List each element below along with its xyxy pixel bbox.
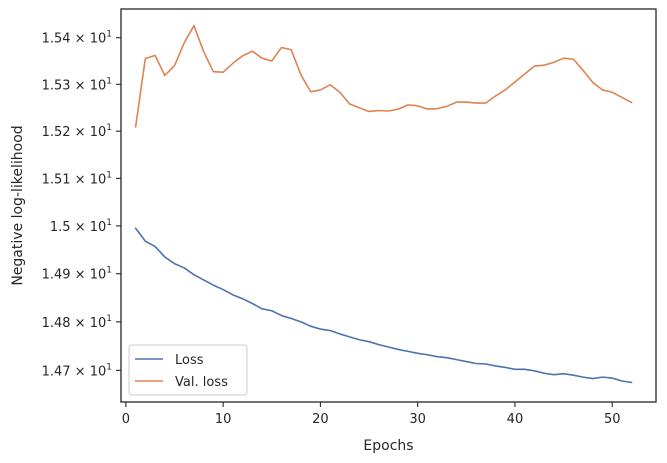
legend-label-val-loss: Val. loss bbox=[175, 375, 228, 390]
legend-label-loss: Loss bbox=[175, 353, 204, 368]
y-tick-label: 1.47 × 101 bbox=[42, 362, 112, 379]
y-tick-label: 1.54 × 101 bbox=[42, 30, 112, 47]
y-axis-ticks: 1.47 × 101 1.48 × 101 1.49 × 101 1.5 × 101 1… bbox=[42, 30, 121, 379]
x-tick-label: 20 bbox=[312, 412, 329, 427]
legend-box bbox=[128, 344, 248, 396]
x-tick-label: 50 bbox=[604, 412, 621, 427]
y-tick-label: 1.51 × 101 bbox=[42, 170, 112, 187]
legend: Loss Val. loss bbox=[128, 344, 248, 396]
y-axis-label: Negative log-likelihood bbox=[10, 125, 26, 285]
x-axis-label: Epochs bbox=[363, 438, 413, 454]
series-line-loss bbox=[134, 227, 633, 384]
y-tick-label: 1.49 × 101 bbox=[42, 266, 112, 283]
y-tick-label: 1.52 × 101 bbox=[42, 123, 112, 140]
y-tick-label: 1.53 × 101 bbox=[42, 76, 112, 93]
y-tick-label: 1.5 × 101 bbox=[50, 218, 112, 235]
x-tick-label: 0 bbox=[122, 412, 130, 427]
x-axis-ticks: 0 10 20 30 40 50 bbox=[122, 402, 621, 427]
x-tick-label: 10 bbox=[215, 412, 232, 427]
x-tick-label: 30 bbox=[409, 412, 426, 427]
plot-frame bbox=[120, 8, 657, 403]
series-line-val-loss bbox=[134, 24, 633, 128]
series-layer bbox=[134, 24, 633, 384]
x-tick-label: 40 bbox=[507, 412, 524, 427]
y-tick-label: 1.48 × 101 bbox=[42, 314, 112, 331]
